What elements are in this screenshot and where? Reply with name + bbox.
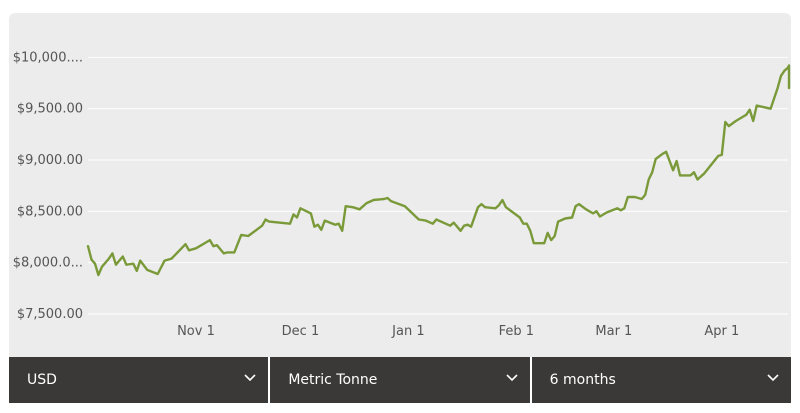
- y-tick-label: $10,000....: [13, 50, 83, 65]
- x-tick-label: Jan 1: [391, 324, 424, 339]
- x-tick-label: Nov 1: [177, 324, 215, 339]
- unit-select[interactable]: Metric Tonne: [270, 357, 530, 403]
- currency-select-value: USD: [27, 372, 57, 388]
- currency-select[interactable]: USD: [9, 357, 269, 403]
- period-select-value: 6 months: [549, 372, 616, 388]
- y-tick-label: $8,000.0...: [13, 256, 83, 271]
- y-tick-label: $7,500.00: [17, 307, 83, 322]
- chevron-down-icon: [244, 374, 256, 382]
- x-tick-label: Apr 1: [704, 324, 739, 339]
- y-tick-label: $9,000.00: [17, 153, 83, 168]
- price-line-chart: $7,500.00 $8,000.0... $8,500.00 $9,000.00 $9…: [13, 50, 791, 339]
- unit-select-value: Metric Tonne: [288, 372, 378, 388]
- chart-controls: USD Metric Tonne 6 months: [9, 357, 791, 403]
- chart-card: $7,500.00 $8,000.0... $8,500.00 $9,000.00 $9…: [9, 13, 791, 357]
- period-select[interactable]: 6 months: [531, 357, 791, 403]
- y-tick-label: $8,500.00: [17, 204, 83, 219]
- x-tick-label: Feb 1: [499, 324, 534, 339]
- price-series-line: [86, 64, 791, 277]
- y-tick-label: $9,500.00: [17, 102, 83, 117]
- x-tick-label: Mar 1: [595, 324, 632, 339]
- chevron-down-icon: [506, 374, 518, 382]
- chevron-down-icon: [767, 374, 779, 382]
- x-tick-label: Dec 1: [282, 324, 320, 339]
